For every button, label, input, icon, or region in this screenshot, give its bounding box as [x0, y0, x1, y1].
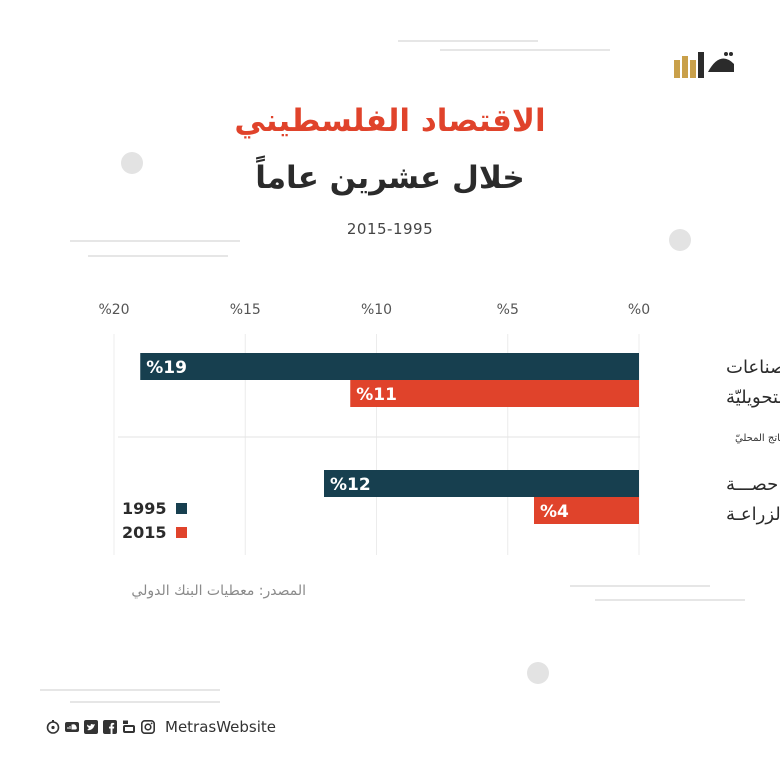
category-label: الزراعـة	[726, 504, 780, 525]
decorative-circle	[121, 152, 143, 174]
decorative-line	[440, 49, 610, 51]
youtube-icon[interactable]	[122, 720, 136, 734]
x-tick-label: %0	[628, 302, 650, 318]
bar	[534, 497, 639, 524]
decorative-line	[70, 240, 240, 242]
bar-value-label: %12	[330, 475, 371, 495]
category-label: الصناعات	[726, 357, 780, 378]
bar	[140, 353, 639, 380]
soundcloud-icon[interactable]	[65, 720, 79, 734]
legend: 1995 2015	[122, 496, 187, 544]
footer-social: MetrasWebsite	[46, 718, 276, 736]
year-range: 2015-1995	[346, 220, 434, 238]
x-tick-label: %10	[361, 302, 392, 318]
legend-label: 2015	[122, 522, 167, 542]
legend-swatch	[176, 502, 187, 514]
bar	[324, 470, 639, 497]
legend-item-2015: 2015	[122, 520, 187, 544]
x-tick-label: %15	[230, 302, 261, 318]
x-tick-label: %5	[497, 302, 519, 318]
social-handle[interactable]: MetrasWebsite	[165, 718, 277, 736]
bar-value-label: %11	[356, 385, 397, 405]
bar-value-label: %4	[540, 502, 569, 522]
decorative-line	[570, 585, 710, 587]
legend-item-1995: 1995	[122, 496, 187, 520]
source-note: المصدر: معطيات البنك الدولي	[131, 583, 306, 599]
decorative-line	[595, 599, 745, 601]
x-tick-label: %20	[98, 302, 129, 318]
decorative-line	[88, 255, 228, 257]
category-label: التحويليّة	[726, 387, 780, 408]
bar	[350, 380, 639, 407]
chart-subtitle: خلال عشرين عاماً	[255, 160, 525, 196]
twitter-icon[interactable]	[84, 720, 98, 734]
chart-title: الاقتصاد الفلسطيني	[234, 103, 546, 139]
facebook-icon[interactable]	[103, 720, 117, 734]
decorative-circle	[527, 662, 549, 684]
decorative-line	[70, 701, 220, 703]
metras-icon[interactable]	[46, 720, 60, 734]
decorative-circle	[669, 229, 691, 251]
separator-note: من الناتج المحليّ	[735, 433, 780, 444]
instagram-icon[interactable]	[141, 720, 155, 734]
metras-logo	[674, 52, 734, 78]
decorative-line	[40, 689, 220, 691]
category-label: حصـــة	[726, 474, 778, 495]
legend-swatch	[176, 526, 187, 538]
bar-value-label: %19	[146, 358, 187, 378]
legend-label: 1995	[122, 498, 167, 518]
decorative-line	[398, 40, 538, 42]
